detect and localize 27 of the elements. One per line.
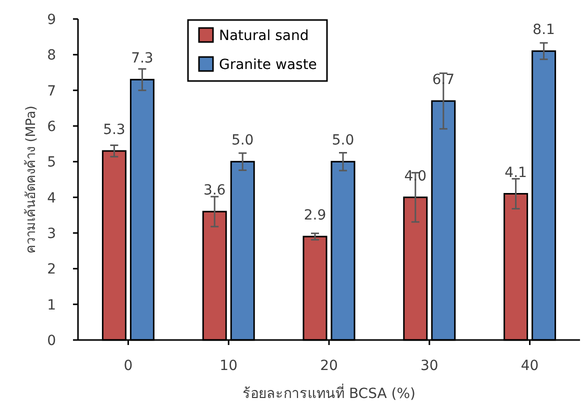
x-tick-label: 40: [520, 358, 539, 374]
y-tick-label: 0: [47, 333, 56, 349]
y-tick-label: 3: [47, 226, 56, 242]
data-label: 5.3: [103, 122, 126, 138]
data-label: 5.0: [231, 132, 254, 149]
y-tick-label: 4: [47, 190, 56, 206]
y-tick-label: 6: [47, 119, 56, 135]
x-axis-title: ร้อยละการแทนที่ BCSA (%): [242, 384, 416, 402]
x-tick-label: 30: [420, 358, 438, 374]
data-label: 5.0: [332, 132, 354, 149]
legend-label: Natural sand: [219, 28, 309, 44]
data-label: 3.6: [203, 182, 226, 199]
y-tick-label: 8: [47, 48, 56, 64]
x-tick-label: 20: [320, 358, 338, 374]
data-label: 2.9: [304, 208, 326, 224]
y-tick-label: 9: [47, 12, 56, 28]
data-label: 8.1: [532, 22, 555, 38]
y-tick-label: 7: [47, 83, 56, 100]
data-label: 4.1: [504, 164, 527, 181]
x-tick-label: 10: [220, 358, 238, 374]
data-label: 7.3: [131, 50, 154, 67]
x-tick-label: 0: [124, 358, 133, 374]
y-tick-label: 1: [47, 297, 56, 314]
legend-label: Granite waste: [219, 57, 317, 73]
y-axis-title: ความเค้นอัดคงค้าง (MPa): [24, 106, 39, 254]
y-tick-label: 5: [47, 154, 56, 171]
y-tick-label: 2: [47, 262, 56, 278]
